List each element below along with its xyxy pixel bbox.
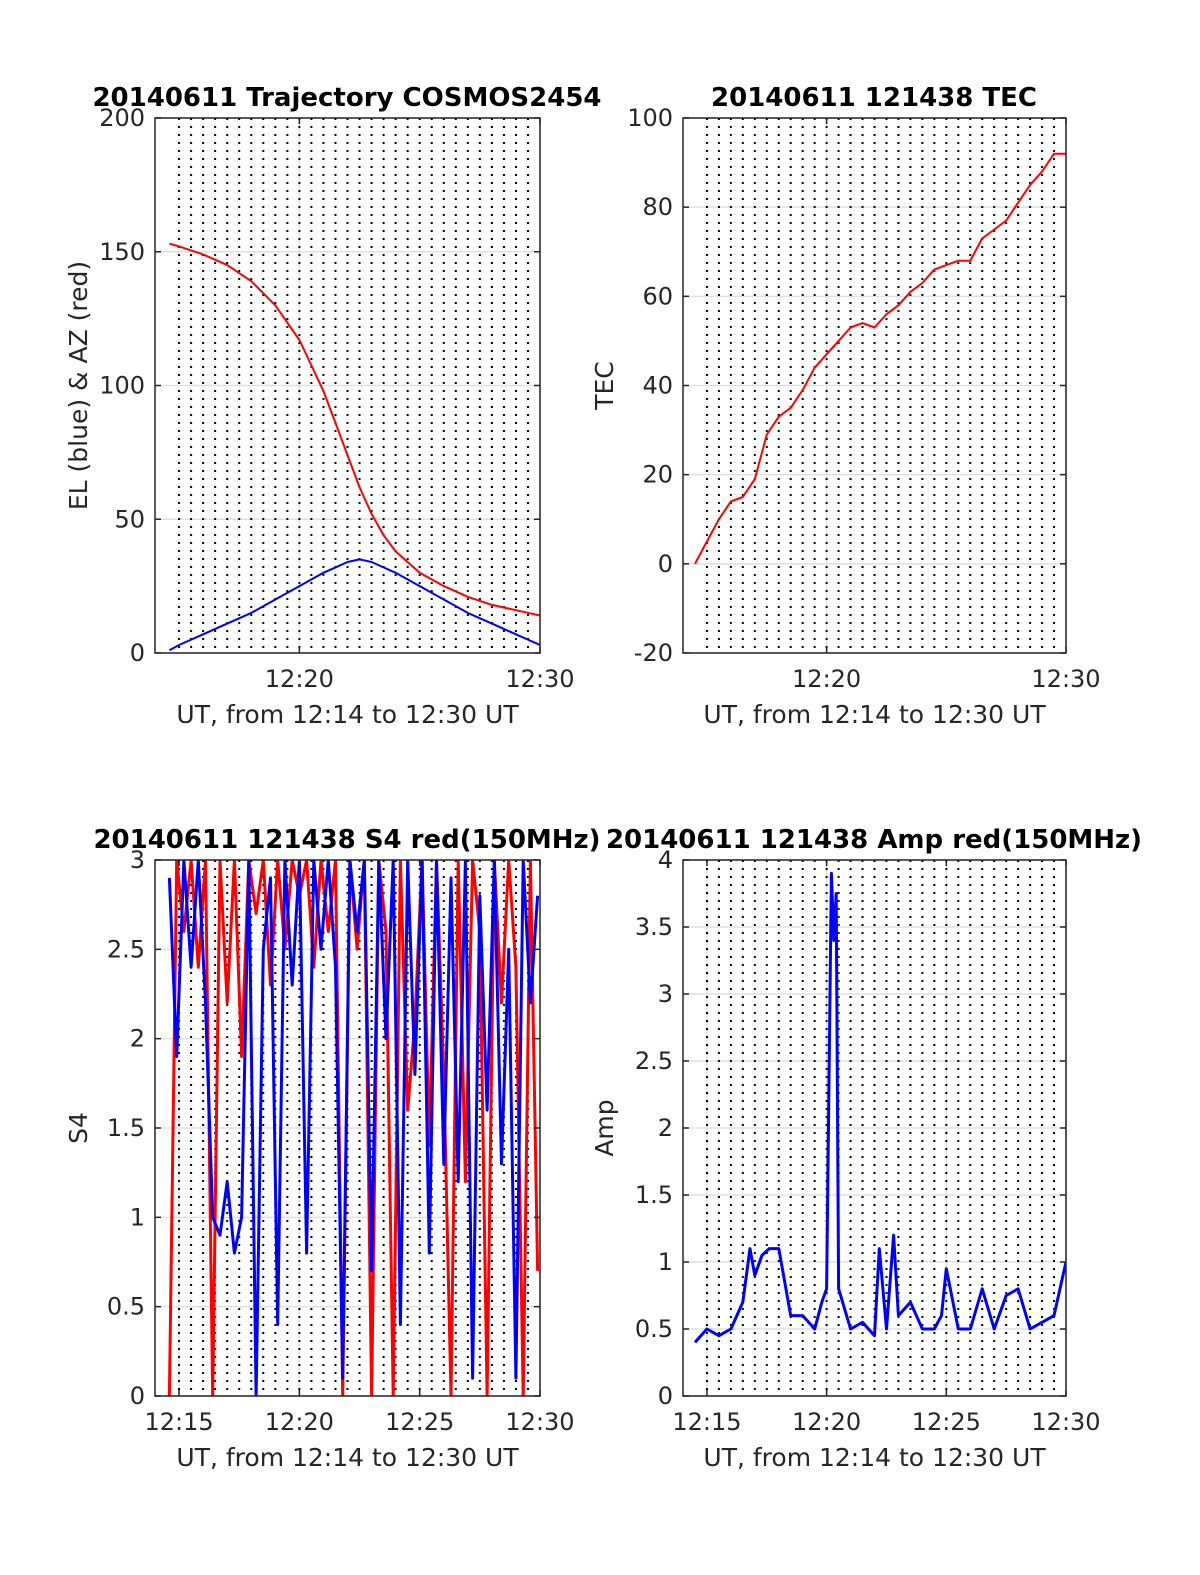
chart-title: 20140611 Trajectory COSMOS2454 (92, 83, 601, 113)
x-tick-label: 12:15 (672, 1408, 741, 1436)
y-tick-label: 0 (658, 1382, 673, 1410)
x-tick-label: 12:20 (792, 665, 861, 693)
y-tick-label: 0 (130, 1382, 145, 1410)
series-line-1 (693, 871, 1066, 1344)
y-tick-label: 2 (658, 1114, 673, 1142)
chart-title: 20140611 121438 S4 red(150MHz) (93, 825, 600, 855)
x-axis-label: UT, from 12:14 to 12:30 UT (176, 700, 519, 729)
y-tick-label: 100 (99, 372, 145, 400)
chart-title: 20140611 121438 Amp red(150MHz) (606, 825, 1142, 855)
series-line-2 (167, 860, 540, 1396)
y-tick-label: 0.5 (107, 1293, 145, 1321)
y-tick-label: 3.5 (635, 913, 673, 941)
chart-panel-2: -20 0 20 40 60 80 100 12:20 12:30 20140611 121438… (590, 83, 1101, 729)
y-tick-label: 2 (130, 1025, 145, 1053)
x-tick-label: 12:30 (1031, 1408, 1100, 1436)
y-tick-label: 0.5 (635, 1315, 673, 1343)
series-line-1 (694, 152, 1066, 565)
x-tick-label: 12:20 (265, 665, 334, 693)
y-tick-label: 1 (658, 1248, 673, 1276)
x-tick-label: 12:30 (505, 665, 574, 693)
y-axis-label: TEC (590, 361, 619, 411)
x-tick-label: 12:25 (385, 1408, 454, 1436)
y-tick-label: 200 (99, 104, 145, 132)
y-tick-label: 50 (114, 505, 145, 533)
y-tick-label: 80 (642, 193, 673, 221)
x-tick-label: 12:20 (265, 1408, 334, 1436)
y-tick-label: 40 (642, 372, 673, 400)
chart-title: 20140611 121438 TEC (711, 83, 1037, 113)
chart-panel-3: 0 0.5 1 1.5 2 2.5 3 12:15 12:20 12:25 12:30 2014061… (64, 825, 601, 1472)
x-axis-label: UT, from 12:14 to 12:30 UT (703, 1443, 1046, 1472)
y-tick-label: 60 (642, 282, 673, 310)
y-axis-label: S4 (64, 1112, 93, 1144)
x-axis-label: UT, from 12:14 to 12:30 UT (176, 1443, 519, 1472)
series-line-2 (168, 558, 540, 652)
y-tick-label: 3 (658, 980, 673, 1008)
y-axis-label: EL (blue) & AZ (red) (64, 261, 93, 510)
x-tick-label: 12:25 (912, 1408, 981, 1436)
y-tick-label: -20 (634, 639, 673, 667)
x-axis-label: UT, from 12:14 to 12:30 UT (703, 700, 1046, 729)
y-tick-label: 1 (130, 1203, 145, 1231)
y-tick-label: 150 (99, 238, 145, 266)
y-tick-label: 3 (130, 846, 145, 874)
y-axis-label: Amp (590, 1099, 619, 1156)
x-tick-label: 12:20 (792, 1408, 861, 1436)
x-tick-label: 12:15 (144, 1408, 213, 1436)
y-tick-label: 0 (130, 639, 145, 667)
series-line-1 (169, 242, 540, 617)
y-tick-label: 20 (642, 461, 673, 489)
x-tick-label: 12:30 (1031, 665, 1100, 693)
chart-panel-1: 0 50 100 150 200 12:20 12:30 20140611 Trajector… (64, 83, 602, 729)
y-tick-label: 100 (627, 104, 673, 132)
y-tick-label: 1.5 (107, 1114, 145, 1142)
chart-panel-4: 0 0.5 1 1.5 2 2.5 3 3.5 4 12:15 12:20 12:25 12:30 201… (590, 825, 1142, 1472)
y-tick-label: 1.5 (635, 1181, 673, 1209)
y-tick-label: 4 (658, 846, 673, 874)
y-tick-label: 0 (658, 550, 673, 578)
x-tick-label: 12:30 (505, 1408, 574, 1436)
y-tick-label: 2.5 (107, 935, 145, 963)
y-tick-label: 2.5 (635, 1047, 673, 1075)
